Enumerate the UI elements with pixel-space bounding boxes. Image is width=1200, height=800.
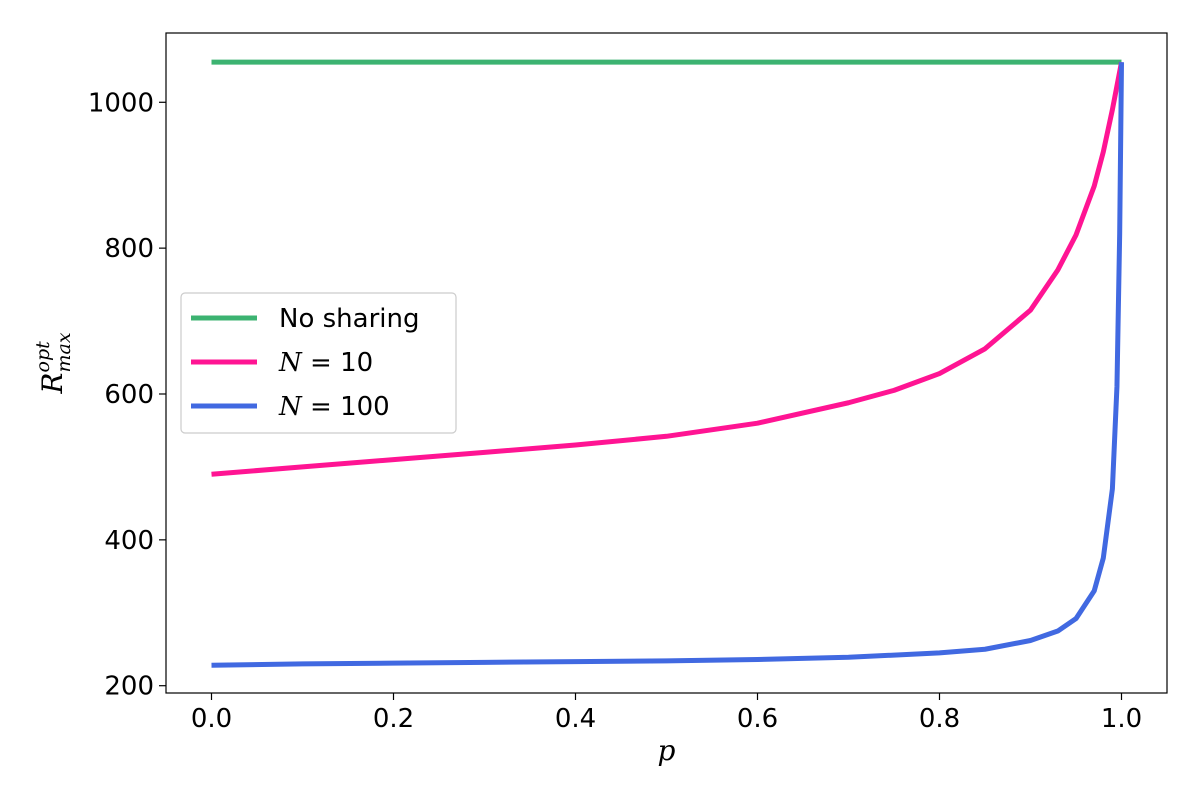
x-tick-label: 0.2 (373, 704, 414, 734)
x-tick-label: 0.4 (555, 704, 596, 734)
legend: No sharing N = 10 N = 100 (180, 292, 457, 434)
x-tick-label: 0.6 (737, 704, 778, 734)
x-tick-label: 0.8 (919, 704, 960, 734)
y-tick-label: 200 (104, 672, 154, 702)
y-tick-label: 1000 (88, 88, 154, 118)
y-axis-ticks: 200 400 600 800 1000 (88, 88, 166, 702)
legend-label-0: No sharing (279, 304, 419, 334)
y-tick-label: 800 (104, 234, 154, 264)
x-axis-label: p (658, 734, 676, 767)
legend-label-2: N = 100 (278, 392, 390, 422)
x-axis-ticks: 0.0 0.2 0.4 0.6 0.8 1.0 (191, 693, 1142, 734)
series-line-1 (211, 61, 1124, 477)
series-lines (211, 59, 1124, 668)
legend-box (180, 292, 457, 434)
plot-frame (165, 32, 1168, 694)
y-axis-label-base: R (36, 372, 69, 394)
x-tick-label: 1.0 (1101, 704, 1142, 734)
y-axis-label-subscript: max (53, 332, 75, 372)
y-tick-label: 600 (104, 380, 154, 410)
x-tick-label: 0.0 (191, 704, 232, 734)
y-tick-label: 400 (104, 526, 154, 556)
legend-label-1: N = 10 (278, 348, 373, 378)
y-axis-label-superscript: opt (32, 341, 54, 373)
y-axis-label: Roptmax (32, 332, 75, 394)
series-line-2 (211, 62, 1124, 668)
